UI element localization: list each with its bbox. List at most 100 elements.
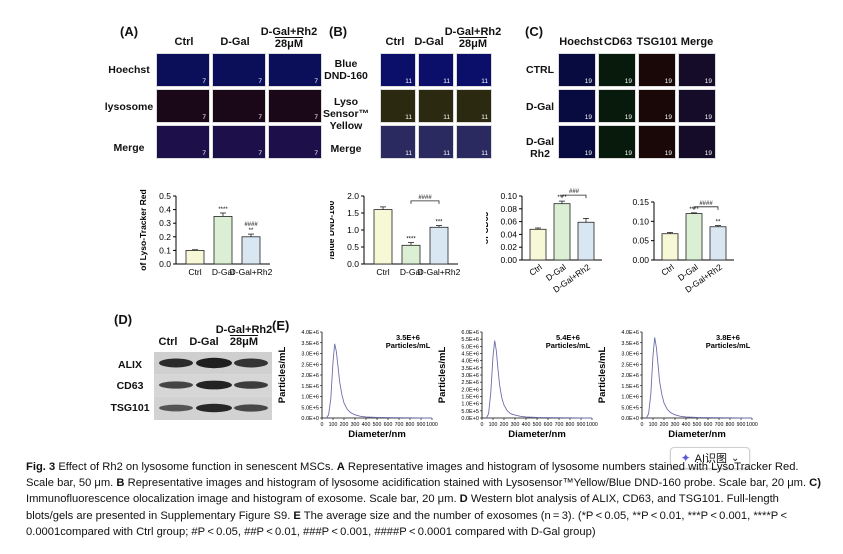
x-tick-label: 600 xyxy=(544,422,553,428)
y-tick-label: 2.0E+6 xyxy=(301,373,319,379)
nta-ctrl-chart: 0.0E+0 5.0E+5 1.0E+6 1.5E+6 2.0E+6 2.5E+6 3.0E… xyxy=(277,330,438,440)
y-tick-label: 0.0E+0 xyxy=(301,416,319,422)
cd63-bar-chart: 0.000.020.040.060.080.10Mean optical den… xyxy=(486,189,602,295)
x-tick-label: 200 xyxy=(500,422,509,428)
micrograph-tile: 19 xyxy=(678,125,716,159)
tsg101-bar-chart: 0.000.050.100.15Mean optical densityof T… xyxy=(620,197,734,295)
y-tick-label: 0.2 xyxy=(159,232,171,242)
scale-bar-label: 19 xyxy=(704,114,712,121)
y-tick-label: 1.5E+6 xyxy=(461,395,479,401)
micrograph-tile: 7 xyxy=(212,89,266,123)
bar xyxy=(529,228,547,261)
micrograph-tile: 7 xyxy=(156,89,210,123)
y-tick-label: 0.02 xyxy=(500,242,517,252)
y-tick-label: 5.0E+5 xyxy=(621,405,639,411)
micrograph-tile: 19 xyxy=(558,125,596,159)
lysotracker-bar-chart: 0.00.10.20.30.40.5Mean optical densityof… xyxy=(140,189,273,277)
micrograph-tile: 7 xyxy=(212,53,266,87)
panel-d-col-dose: 28μM xyxy=(229,336,259,348)
y-tick-label: 1.5 xyxy=(347,208,359,218)
y-tick-label: 5.0E+5 xyxy=(301,405,319,411)
x-axis-label: Diameter/nm xyxy=(348,429,406,440)
x-tick-label: 0 xyxy=(481,422,484,428)
panel-a-col-ctrl: Ctrl xyxy=(174,36,194,48)
size-distribution-line xyxy=(645,337,753,419)
significance-mark: ** xyxy=(716,220,721,226)
panel-e-letter: (E) xyxy=(272,318,290,333)
y-tick-label: 0.00 xyxy=(632,255,649,265)
caption-c-label: C) xyxy=(809,477,821,490)
x-tick-label: Ctrl xyxy=(188,267,201,277)
caption-b-label: B xyxy=(116,477,125,490)
ai-image-recognition-button[interactable]: ✦ AI识图 ⌄ xyxy=(670,447,750,469)
scale-bar-label: 11 xyxy=(443,150,450,157)
y-tick-label: 4.0E+6 xyxy=(621,330,639,336)
scale-bar-label: 7 xyxy=(202,78,206,85)
micrograph-tile: 7 xyxy=(212,125,266,159)
significance-mark: **** xyxy=(406,237,416,243)
y-tick-label: 2.0E+6 xyxy=(621,373,639,379)
x-tick-label: D-Gal+Rh2 xyxy=(230,267,273,277)
bar xyxy=(185,250,205,265)
x-axis-label: Diameter/nm xyxy=(508,429,566,440)
panel-a-row-hoechst: Hoechst xyxy=(108,64,150,76)
significance-bracket xyxy=(693,206,719,210)
panel-d-row-tsg101: TSG101 xyxy=(110,402,150,414)
x-tick-label: D-Gal xyxy=(212,267,234,277)
panel-c-row-ctrl: CTRL xyxy=(526,64,554,76)
x-tick-label: 300 xyxy=(671,422,680,428)
panel-b-col-rh2: D-Gal+Rh2 xyxy=(444,26,502,38)
scale-bar-label: 11 xyxy=(405,114,412,121)
significance-mark: #### xyxy=(244,222,258,228)
micrograph-tile: 11 xyxy=(380,125,416,159)
scale-bar-label: 19 xyxy=(584,150,592,157)
panel-c-col-cd63: CD63 xyxy=(603,36,633,48)
micrograph-tile: 7 xyxy=(156,53,210,87)
y-tick-label: 0.3 xyxy=(159,218,171,228)
micrograph-tile: 11 xyxy=(418,125,454,159)
bar xyxy=(213,215,233,265)
micrograph-tile: 19 xyxy=(598,53,636,87)
scale-bar-label: 11 xyxy=(443,78,450,85)
x-tick-label: Ctrl xyxy=(659,262,676,278)
x-tick-label: 400 xyxy=(362,422,371,428)
micrograph-tile: 19 xyxy=(678,89,716,123)
panel-d-col-ctrl: Ctrl xyxy=(158,336,178,348)
panel-b-col-dose: 28μM xyxy=(458,38,488,50)
scale-bar-label: 19 xyxy=(584,78,592,85)
particle-concentration: 3.8E+6 xyxy=(716,333,740,342)
x-tick-label: 800 xyxy=(726,422,735,428)
x-tick-label: 700 xyxy=(715,422,724,428)
panel-b-row-yellow: Yellow xyxy=(329,120,363,132)
caption-d-label: D xyxy=(459,493,468,506)
y-tick-label: 2.0 xyxy=(347,191,359,201)
significance-mark: **** xyxy=(218,207,228,213)
panel-b-row-lyso: Lyso xyxy=(333,96,359,108)
y-tick-label: 0.10 xyxy=(500,191,517,201)
x-tick-label: 0 xyxy=(321,422,324,428)
significance-mark: ** xyxy=(249,228,254,234)
ai-button-label: AI识图 xyxy=(694,453,728,465)
panel-a-row-lysosome: lysosome xyxy=(104,101,154,113)
micrograph-tile: 19 xyxy=(598,125,636,159)
scale-bar-label: 19 xyxy=(584,114,592,121)
micrograph-tile: 11 xyxy=(418,89,454,123)
y-tick-label: 3.5E+6 xyxy=(301,341,319,347)
caption-e-label: E xyxy=(293,509,301,522)
size-distribution-line xyxy=(485,340,593,419)
y-tick-label: 0.0 xyxy=(159,259,171,269)
y-tick-label: 5.5E+6 xyxy=(461,337,479,343)
bar xyxy=(661,233,679,261)
y-tick-label: 4.0E+6 xyxy=(301,330,319,336)
scale-bar-label: 11 xyxy=(405,78,412,85)
panel-b-col-ctrl: Ctrl xyxy=(385,36,405,48)
panel-a-col-dose: 28μM xyxy=(274,38,304,50)
particle-unit: Particles/mL xyxy=(546,341,591,350)
y-tick-label: 0.06 xyxy=(500,217,517,227)
scale-bar-label: 19 xyxy=(664,114,672,121)
y-axis-label: Particles/mL xyxy=(597,347,608,404)
micrograph-tile: 19 xyxy=(638,125,676,159)
x-tick-label: 100 xyxy=(329,422,338,428)
particle-unit: Particles/mL xyxy=(386,341,431,350)
chevron-down-icon: ⌄ xyxy=(731,452,740,464)
